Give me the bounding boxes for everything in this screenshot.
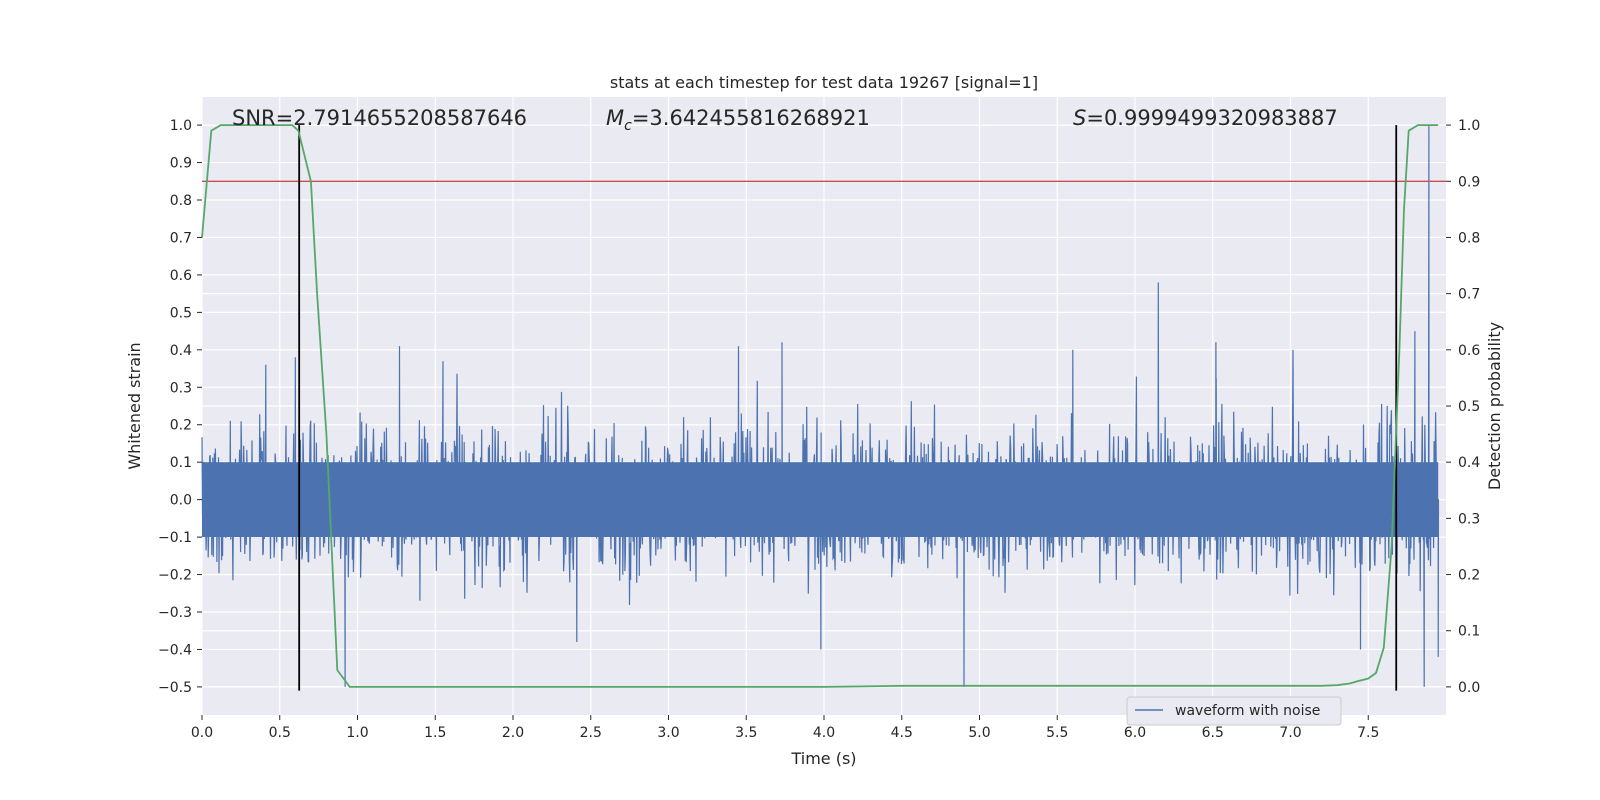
y2-tick-label: 0.2 [1458, 568, 1480, 584]
chirp-mass-annotation: Mc=3.642455816268921 [606, 106, 870, 134]
y-tick-label: 0.9 [170, 156, 192, 172]
x-tick-label: 6.5 [1202, 725, 1224, 741]
x-tick-label: 5.0 [968, 725, 990, 741]
y-tick-label: −0.2 [158, 568, 192, 584]
chirp-mass-value: =3.642455816268921 [632, 106, 870, 130]
legend-box [1126, 696, 1342, 726]
y2-tick-label: 0.9 [1458, 174, 1480, 190]
x-tick-label: 3.5 [735, 725, 757, 741]
y2-tick-label: 0.0 [1458, 680, 1480, 696]
x-tick-label: 1.0 [346, 725, 368, 741]
chart-title: stats at each timestep for test data 192… [610, 73, 1038, 92]
y-tick-label: 0.2 [170, 418, 192, 434]
legend: waveform with noise [1126, 696, 1342, 726]
chirp-mass-subscript: c [624, 118, 632, 134]
y2-tick-label: 0.6 [1458, 343, 1480, 359]
x-tick-label: 0.0 [191, 725, 213, 741]
y2-tick-label: 0.7 [1458, 287, 1480, 303]
detection-probability-line [201, 124, 1439, 688]
waveform-dense-band [202, 462, 1439, 538]
y-tick-label: 0.1 [170, 455, 192, 471]
snr-annotation: SNR=2.7914655208587646 [232, 106, 527, 130]
x-tick-label: 3.0 [657, 725, 679, 741]
y-tick-label: 0.0 [170, 493, 192, 509]
y-tick-label: 1.0 [170, 118, 192, 134]
y2-axis-label: Detection probability [1485, 322, 1504, 490]
y-tick-label: −0.1 [158, 530, 192, 546]
y-tick-label: 0.7 [170, 230, 192, 246]
y-tick-label: −0.5 [158, 680, 192, 696]
x-tick-label: 6.0 [1124, 725, 1146, 741]
score-symbol: S [1073, 106, 1086, 130]
y2-tick-label: 0.5 [1458, 399, 1480, 415]
y2-tick-label: 0.4 [1458, 455, 1480, 471]
y2-tick-label: 0.8 [1458, 230, 1480, 246]
x-tick-label: 7.5 [1357, 725, 1379, 741]
y2-tick-label: 0.1 [1458, 624, 1480, 640]
x-tick-label: 5.5 [1046, 725, 1068, 741]
x-tick-label: 4.5 [891, 725, 913, 741]
y-tick-label: −0.3 [158, 605, 192, 621]
x-tick-label: 7.0 [1279, 725, 1301, 741]
y-axis-label: Whitened strain [125, 342, 144, 469]
y2-tick-label: 0.3 [1458, 511, 1480, 527]
x-tick-label: 1.5 [424, 725, 446, 741]
y2-tick-label: 1.0 [1458, 118, 1480, 134]
y-tick-label: −0.4 [158, 642, 192, 658]
y-tick-label: 0.4 [170, 343, 192, 359]
y-tick-label: 0.3 [170, 380, 192, 396]
score-annotation: S=0.9999499320983887 [1073, 106, 1338, 130]
x-tick-label: 2.5 [580, 725, 602, 741]
chirp-mass-symbol: M [606, 106, 624, 130]
legend-label: waveform with noise [1175, 703, 1320, 719]
series-layer [201, 124, 1446, 691]
x-axis-label: Time (s) [790, 749, 856, 768]
x-tick-label: 4.0 [813, 725, 835, 741]
x-tick-label: 0.5 [269, 725, 291, 741]
axes: 0.0 0.5 1.0 1.5 2.0 2.5 3.0 3.5 4.0 4.5 5.0 5.5 6.0 6… [158, 118, 1480, 741]
y-tick-label: 0.5 [170, 305, 192, 321]
score-value: =0.9999499320983887 [1086, 106, 1337, 130]
y-tick-label: 0.8 [170, 193, 192, 209]
x-tick-label: 2.0 [502, 725, 524, 741]
y-tick-label: 0.6 [170, 268, 192, 284]
